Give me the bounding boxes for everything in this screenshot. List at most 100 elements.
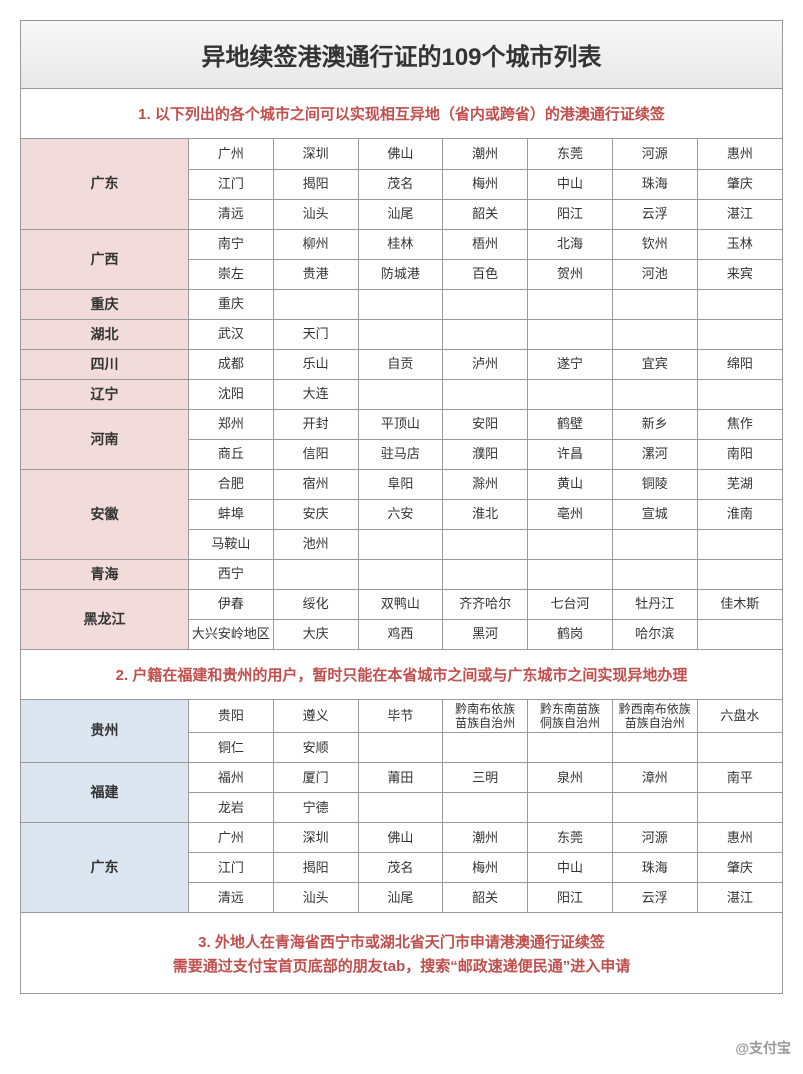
city-cell: 黑河 (443, 619, 528, 649)
city-cell: 佛山 (358, 823, 443, 853)
city-cell: 黔东南苗族侗族自治州 (528, 700, 613, 733)
city-cell: 淮南 (697, 499, 782, 529)
city-cell (697, 319, 782, 349)
city-cell: 江门 (188, 853, 273, 883)
city-cell: 中山 (528, 169, 613, 199)
city-cell: 清远 (188, 199, 273, 229)
province-cell: 青海 (21, 559, 188, 589)
city-cell: 武汉 (188, 319, 273, 349)
city-cell: 黔西南布依族苗族自治州 (612, 700, 697, 733)
province-cell: 黑龙江 (21, 589, 188, 649)
city-cell (612, 793, 697, 823)
city-cell: 汕尾 (358, 199, 443, 229)
city-cell: 安庆 (273, 499, 358, 529)
city-cell: 南宁 (188, 229, 273, 259)
city-cell: 来宾 (697, 259, 782, 289)
city-cell: 韶关 (443, 883, 528, 913)
city-cell: 阳江 (528, 883, 613, 913)
city-cell: 江门 (188, 169, 273, 199)
city-cell: 贵港 (273, 259, 358, 289)
city-cell: 宣城 (612, 499, 697, 529)
city-cell: 蚌埠 (188, 499, 273, 529)
city-cell: 潮州 (443, 823, 528, 853)
city-cell: 芜湖 (697, 469, 782, 499)
city-cell: 阳江 (528, 199, 613, 229)
city-cell: 哈尔滨 (612, 619, 697, 649)
section3-note: 3. 外地人在青海省西宁市或湖北省天门市申请港澳通行证续签 需要通过支付宝首页底… (21, 913, 782, 993)
city-cell: 绵阳 (697, 349, 782, 379)
city-cell (358, 793, 443, 823)
city-cell: 云浮 (612, 199, 697, 229)
city-cell: 自贡 (358, 349, 443, 379)
city-cell: 惠州 (697, 823, 782, 853)
city-cell: 天门 (273, 319, 358, 349)
province-cell: 湖北 (21, 319, 188, 349)
city-cell: 玉林 (697, 229, 782, 259)
city-cell (612, 559, 697, 589)
city-cell: 池州 (273, 529, 358, 559)
city-cell (697, 793, 782, 823)
city-cell: 大连 (273, 379, 358, 409)
city-cell (358, 319, 443, 349)
city-cell (612, 733, 697, 763)
city-cell: 安顺 (273, 733, 358, 763)
city-cell: 合肥 (188, 469, 273, 499)
city-cell: 绥化 (273, 589, 358, 619)
city-cell (528, 733, 613, 763)
city-cell (697, 529, 782, 559)
city-cell: 南平 (697, 763, 782, 793)
city-cell: 牡丹江 (612, 589, 697, 619)
city-cell (358, 559, 443, 589)
city-cell: 潮州 (443, 139, 528, 169)
city-cell (273, 289, 358, 319)
city-cell: 宿州 (273, 469, 358, 499)
city-cell: 钦州 (612, 229, 697, 259)
city-cell: 驻马店 (358, 439, 443, 469)
city-cell: 六盘水 (697, 700, 782, 733)
city-cell: 佛山 (358, 139, 443, 169)
city-cell (358, 379, 443, 409)
city-cell: 东莞 (528, 823, 613, 853)
city-cell: 乐山 (273, 349, 358, 379)
city-cell: 信阳 (273, 439, 358, 469)
city-cell: 珠海 (612, 853, 697, 883)
city-cell: 龙岩 (188, 793, 273, 823)
city-cell: 遂宁 (528, 349, 613, 379)
section1-header: 1. 以下列出的各个城市之间可以实现相互异地（省内或跨省）的港澳通行证续签 (21, 89, 782, 139)
city-cell: 梅州 (443, 169, 528, 199)
city-cell: 东莞 (528, 139, 613, 169)
city-cell: 揭阳 (273, 169, 358, 199)
province-cell: 福建 (21, 763, 188, 823)
province-cell: 安徽 (21, 469, 188, 559)
page-title: 异地续签港澳通行证的109个城市列表 (21, 21, 782, 89)
city-cell (528, 289, 613, 319)
city-cell (443, 529, 528, 559)
city-cell: 大庆 (273, 619, 358, 649)
city-cell: 河源 (612, 823, 697, 853)
city-cell: 广州 (188, 139, 273, 169)
city-cell: 韶关 (443, 199, 528, 229)
city-cell: 淮北 (443, 499, 528, 529)
city-cell (697, 733, 782, 763)
city-cell: 伊春 (188, 589, 273, 619)
city-cell: 鹤岗 (528, 619, 613, 649)
city-cell: 郑州 (188, 409, 273, 439)
city-cell (528, 793, 613, 823)
city-cell (612, 529, 697, 559)
city-cell: 河池 (612, 259, 697, 289)
city-cell (612, 319, 697, 349)
city-cell: 南阳 (697, 439, 782, 469)
city-cell: 铜陵 (612, 469, 697, 499)
city-cell: 云浮 (612, 883, 697, 913)
city-cell: 重庆 (188, 289, 273, 319)
city-cell: 安阳 (443, 409, 528, 439)
section2-header: 2. 户籍在福建和贵州的用户，暂时只能在本省城市之间或与广东城市之间实现异地办理 (21, 650, 782, 700)
city-cell: 梧州 (443, 229, 528, 259)
city-cell: 清远 (188, 883, 273, 913)
city-cell: 泉州 (528, 763, 613, 793)
city-cell: 肇庆 (697, 853, 782, 883)
city-cell: 阜阳 (358, 469, 443, 499)
city-cell (443, 319, 528, 349)
city-cell: 深圳 (273, 823, 358, 853)
section1-table: 广东广州深圳佛山潮州东莞河源惠州江门揭阳茂名梅州中山珠海肇庆清远汕头汕尾韶关阳江… (21, 139, 782, 650)
